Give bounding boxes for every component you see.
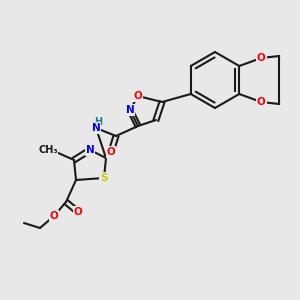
Text: S: S xyxy=(100,173,108,183)
Text: O: O xyxy=(106,147,116,157)
Text: N: N xyxy=(92,123,100,133)
Text: N: N xyxy=(126,105,134,115)
Text: O: O xyxy=(257,53,266,63)
Text: O: O xyxy=(257,97,266,107)
Text: O: O xyxy=(50,211,58,221)
Text: H: H xyxy=(94,117,102,127)
Text: N: N xyxy=(85,145,94,155)
Text: O: O xyxy=(134,91,142,101)
Text: O: O xyxy=(74,207,82,217)
Text: CH₃: CH₃ xyxy=(38,145,58,155)
